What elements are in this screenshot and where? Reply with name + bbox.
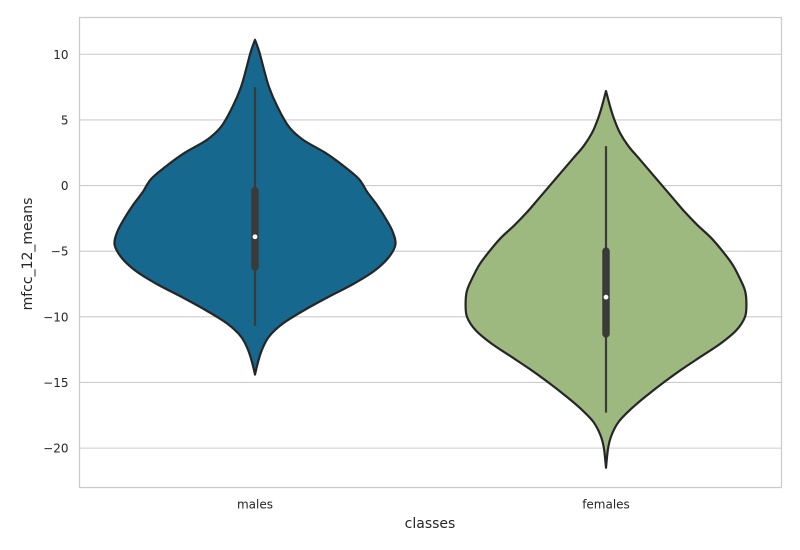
y-tick-label: −15 <box>43 376 68 390</box>
y-tick-label: −20 <box>43 442 68 456</box>
violin-females <box>464 89 748 469</box>
median-marker <box>603 294 609 300</box>
y-axis-label: mfcc_12_means <box>20 198 36 311</box>
x-axis-label: classes <box>405 516 456 532</box>
y-tick-labels: 10 5 0 −5 −10 −15 −20 <box>43 48 68 456</box>
y-tick-label: 10 <box>53 48 68 62</box>
x-tick-labels: males females <box>237 498 630 512</box>
y-tick-label: 0 <box>61 179 69 193</box>
violin-males <box>113 38 397 376</box>
y-tick-label: −5 <box>51 245 69 259</box>
violins <box>113 38 748 469</box>
plot-frame <box>78 16 783 489</box>
x-tick-label: males <box>237 498 273 512</box>
y-tick-label: −10 <box>43 310 68 324</box>
x-tick-label: females <box>582 498 630 512</box>
y-tick-label: 5 <box>61 113 69 127</box>
median-marker <box>252 234 258 240</box>
